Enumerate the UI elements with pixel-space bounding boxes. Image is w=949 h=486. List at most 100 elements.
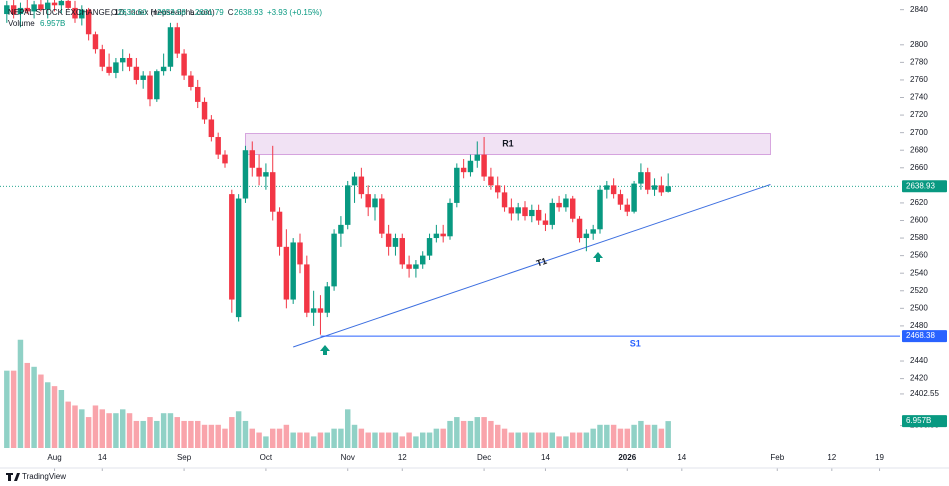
candle-body — [51, 2, 58, 6]
y-tick-label: 2560 — [910, 251, 928, 260]
volume-bar — [38, 374, 44, 448]
volume-bar — [522, 432, 528, 448]
volume-bar — [324, 432, 330, 448]
candle-body — [147, 75, 153, 100]
volume-bar — [10, 370, 17, 448]
candle-body — [24, 7, 30, 12]
candle-body — [508, 207, 515, 214]
status-label: L — [190, 8, 195, 17]
volume-bar — [181, 420, 187, 448]
candle-body — [249, 150, 255, 168]
volume-bar — [488, 420, 494, 448]
candle-body — [140, 75, 146, 80]
candle-body — [406, 264, 412, 269]
y-tick-label: 2520 — [910, 286, 928, 295]
volume-bar — [645, 424, 651, 448]
volume-bar — [665, 421, 671, 448]
candle-body — [31, 4, 37, 12]
chart-title: NEPAL STOCK EXCHANGE, 1D, index (nepseal… — [8, 8, 215, 17]
price-label: 2638.93 — [906, 181, 935, 190]
volume-bar — [235, 411, 242, 448]
status-value: 2631.79 — [195, 8, 224, 17]
candle-body — [399, 238, 405, 265]
status-line: O 2632.60 H 2653.58 L 2631.79 C 2638.93 +3.93 (+… — [111, 8, 322, 17]
y-tick-label: 2402.55 — [910, 389, 939, 398]
candle-body — [604, 185, 610, 190]
x-tick-label: Sep — [177, 453, 192, 462]
volume-bar — [549, 432, 555, 448]
candle-body — [590, 229, 596, 234]
volume-bar — [467, 420, 474, 448]
candle-body — [201, 101, 208, 120]
candle-body — [597, 189, 603, 230]
volume-bar — [495, 424, 501, 448]
candle-body — [208, 119, 215, 138]
x-tick-label: 14 — [677, 453, 686, 462]
y-tick-label: 2600 — [910, 216, 928, 225]
candle-body — [133, 66, 140, 80]
volume-bar — [24, 362, 30, 448]
x-tick-label: Aug — [47, 453, 61, 462]
candle-body — [413, 264, 419, 269]
volume-bar — [17, 339, 24, 448]
volume-bar — [454, 417, 460, 448]
y-tick-label: 2740 — [910, 93, 928, 102]
candle-body — [610, 185, 617, 195]
y-tick-label: 2720 — [910, 110, 928, 119]
volume-title: Volume — [8, 19, 35, 28]
volume-box — [902, 415, 947, 428]
x-tick-label: 2026 — [618, 453, 636, 462]
status-label: H — [151, 8, 157, 17]
candle-body — [65, 0, 71, 8]
y-tick-label: 2840 — [910, 5, 928, 14]
candle-body — [126, 57, 133, 67]
candle-body — [304, 264, 310, 313]
volume-bar — [351, 424, 358, 448]
candle-body — [433, 233, 440, 239]
candle-body — [188, 75, 194, 87]
y-tick-label: 2620 — [910, 198, 928, 207]
x-tick-label: 14 — [98, 453, 107, 462]
candle-body — [651, 185, 658, 190]
volume-bar — [570, 432, 576, 448]
volume-bar — [222, 428, 228, 448]
volume-bar — [399, 436, 405, 448]
volume-bar — [426, 432, 433, 448]
volume-bar — [542, 432, 549, 448]
footer: TradingView — [22, 472, 66, 481]
candle-body — [474, 154, 480, 161]
volume-bar — [406, 432, 412, 448]
candle-body — [563, 198, 569, 208]
candle-body — [522, 207, 528, 217]
candle-body — [324, 286, 330, 313]
candle-body — [85, 9, 92, 35]
volume-bar — [65, 401, 71, 448]
volume-label: 6.957B — [906, 416, 931, 425]
volume-bar — [392, 432, 399, 448]
volume-bar — [365, 432, 371, 448]
y-tick-label: 2500 — [910, 303, 928, 312]
candle-body — [447, 202, 453, 237]
volume-bar — [72, 405, 78, 448]
volume-bar — [79, 409, 85, 448]
candle-body — [338, 224, 344, 234]
volume-bar — [501, 428, 508, 448]
volume-bar — [242, 420, 249, 448]
y-tick-label: 2480 — [910, 321, 928, 330]
candle-body — [242, 150, 249, 199]
candle-body — [583, 233, 590, 239]
volume-bar — [338, 428, 344, 448]
volume-bar — [215, 424, 221, 448]
resistance-zone — [245, 133, 771, 156]
candle-body — [467, 160, 474, 173]
candle-body — [99, 49, 105, 67]
candle-body — [365, 194, 371, 208]
candle-body — [481, 154, 487, 177]
volume-bar — [345, 409, 351, 448]
arrow-up — [593, 252, 603, 262]
price-box — [902, 180, 947, 193]
volume-bar — [85, 417, 92, 448]
candle-body — [17, 7, 24, 15]
candle-body — [317, 308, 324, 313]
candle-body — [372, 198, 378, 208]
